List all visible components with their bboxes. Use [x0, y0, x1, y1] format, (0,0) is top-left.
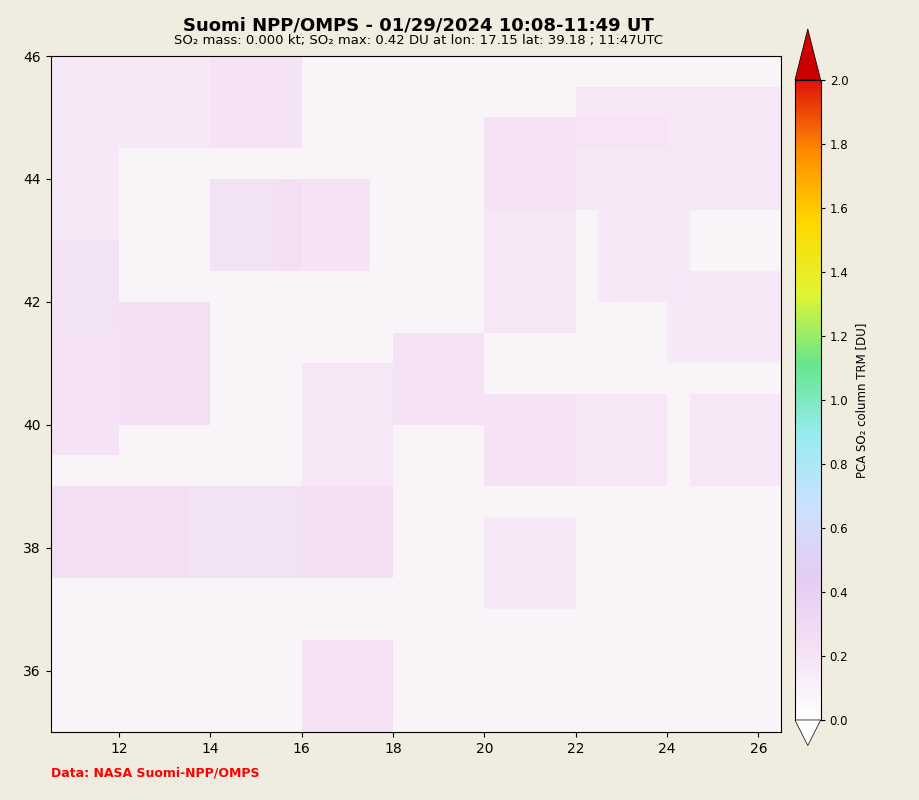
Text: Suomi NPP/OMPS - 01/29/2024 10:08-11:49 UT: Suomi NPP/OMPS - 01/29/2024 10:08-11:49 … — [183, 16, 653, 34]
Bar — [690, 394, 781, 486]
Bar — [484, 394, 575, 486]
Bar — [598, 210, 690, 302]
Polygon shape — [795, 720, 821, 746]
Bar — [575, 86, 667, 148]
Bar — [301, 486, 393, 578]
Bar — [51, 486, 187, 578]
Bar — [51, 148, 119, 240]
Bar — [51, 240, 119, 333]
Bar — [301, 363, 393, 486]
Bar — [278, 179, 370, 271]
Bar — [119, 302, 210, 425]
Text: SO₂ mass: 0.000 kt; SO₂ max: 0.42 DU at lon: 17.15 lat: 39.18 ; 11:47UTC: SO₂ mass: 0.000 kt; SO₂ max: 0.42 DU at … — [174, 34, 663, 46]
Bar — [393, 333, 484, 425]
Bar — [667, 86, 781, 210]
Text: Data: NASA Suomi-NPP/OMPS: Data: NASA Suomi-NPP/OMPS — [51, 767, 259, 780]
Bar — [51, 56, 210, 148]
Bar — [575, 394, 667, 486]
Bar — [484, 210, 575, 333]
Bar — [51, 333, 119, 455]
Bar — [210, 179, 301, 271]
Bar — [484, 118, 575, 210]
Polygon shape — [795, 29, 821, 80]
Bar — [667, 271, 781, 363]
Bar — [301, 640, 393, 732]
Bar — [484, 517, 575, 609]
Bar — [210, 56, 301, 148]
Bar — [575, 118, 667, 210]
Y-axis label: PCA SO₂ column TRM [DU]: PCA SO₂ column TRM [DU] — [856, 322, 868, 478]
Bar — [187, 486, 301, 578]
